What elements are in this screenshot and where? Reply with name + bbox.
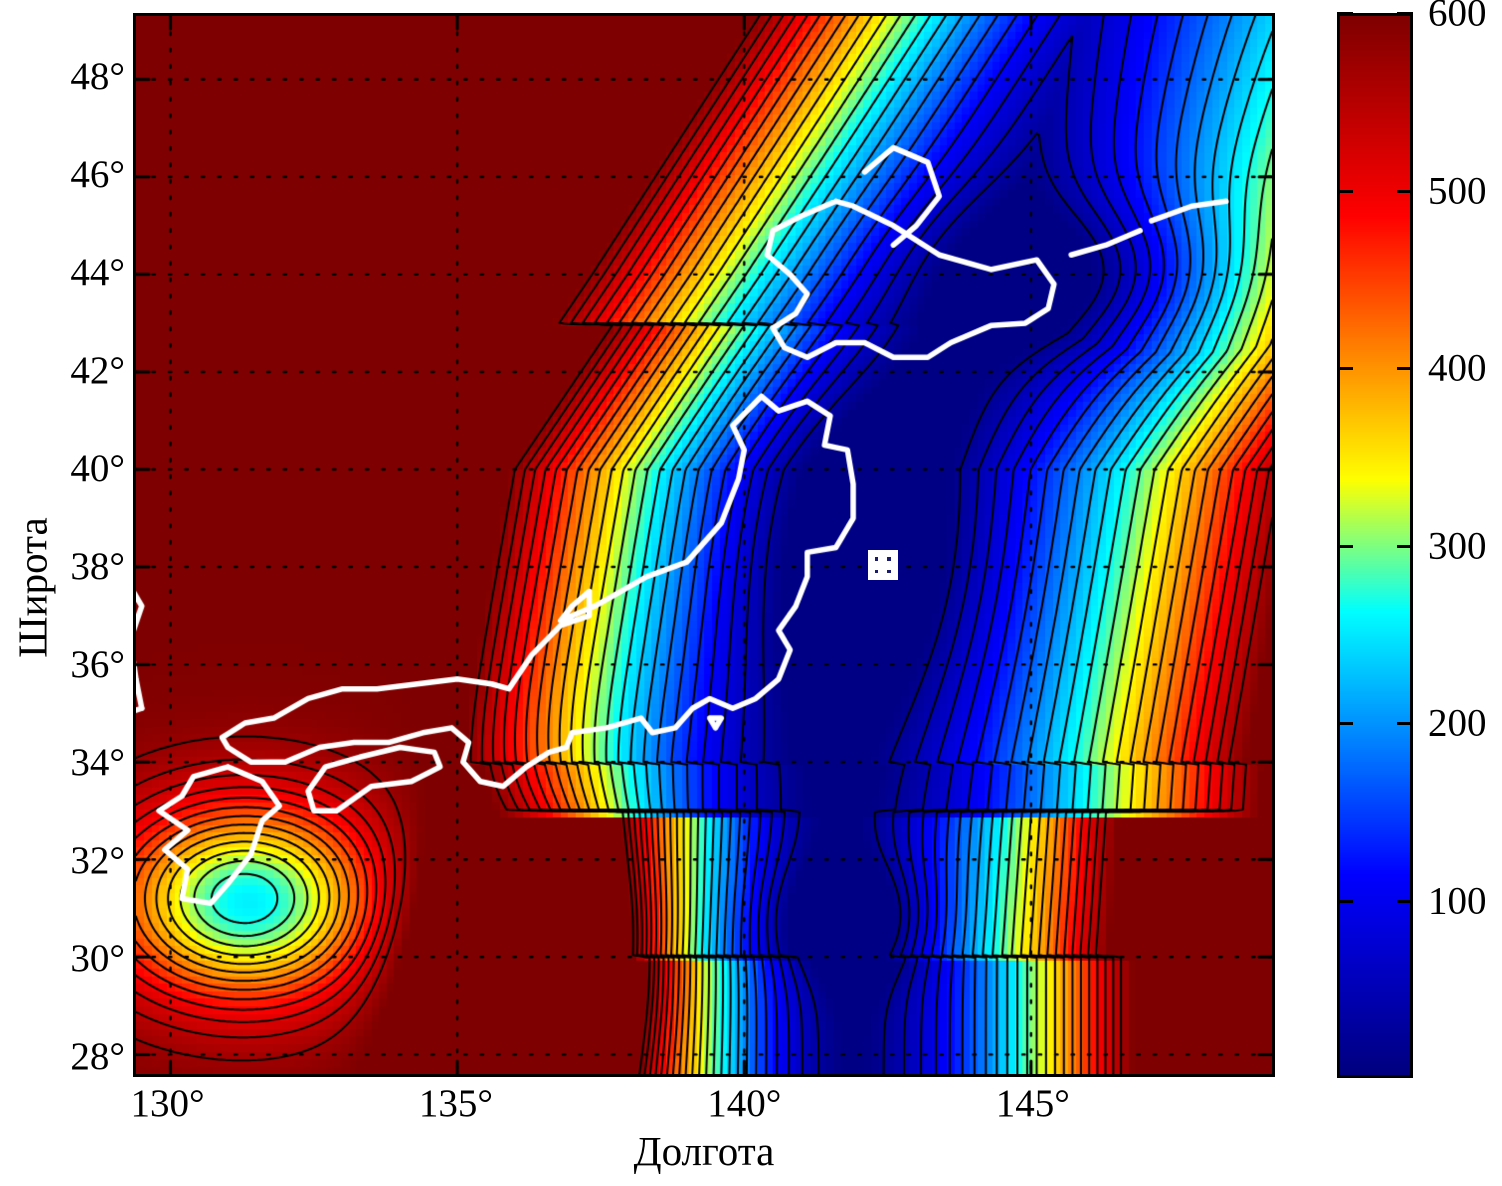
colorbar-tick-mark [1397,544,1413,548]
colorbar-tick-mark [1397,899,1413,903]
colorbar-tick-mark [1397,189,1413,193]
epicenter-dot-br [884,566,894,577]
colorbar-tick-mark [1337,367,1353,370]
colorbar-tick-label: 500 [1428,169,1487,212]
x-tick-label: 140° [707,1082,782,1125]
epicenter-marker [867,550,898,581]
y-tick-label: 40° [70,447,125,490]
colorbar-tick-mark [1397,12,1413,15]
epicenter-dot-tr [884,554,894,564]
colorbar-tick-label: 600 [1428,0,1487,35]
epicenter-dot-tl [871,554,882,564]
colorbar-tick-mark [1397,367,1413,370]
colorbar-tick-label: 300 [1428,524,1487,567]
y-tick-label: 38° [70,545,125,589]
colorbar-tick-mark [1337,722,1353,725]
epicenter-dot-bl [871,566,882,577]
map-plot-area [133,13,1275,1077]
y-tick-label: 32° [70,839,125,883]
colorbar-tick-mark [1337,544,1353,548]
x-tick-label: 130° [130,1082,205,1125]
colorbar-tick-mark [1337,12,1353,15]
x-axis-title: Долгота [633,1128,775,1174]
y-tick-label: 34° [70,741,125,785]
x-tick-label: 145° [995,1082,1070,1125]
colorbar-tick-label: 200 [1428,701,1487,745]
colorbar-tick-mark [1397,722,1413,725]
y-tick-label: 30° [70,937,125,981]
x-tick-label: 135° [418,1082,494,1125]
y-tick-label: 28° [70,1035,125,1079]
y-tick-label: 48° [70,54,125,98]
colorbar-tick-mark [1337,899,1353,903]
y-axis-title: Широта [9,517,56,658]
y-tick-label: 44° [70,250,125,294]
colorbar-tick-label: 400 [1428,346,1487,390]
colorbar-tick-mark [1337,189,1353,193]
y-tick-label: 36° [70,643,125,687]
colorbar-tick-label: 100 [1428,879,1487,922]
contour-field-canvas [136,16,1272,1074]
y-tick-label: 46° [70,152,125,196]
y-tick-label: 42° [70,348,125,392]
